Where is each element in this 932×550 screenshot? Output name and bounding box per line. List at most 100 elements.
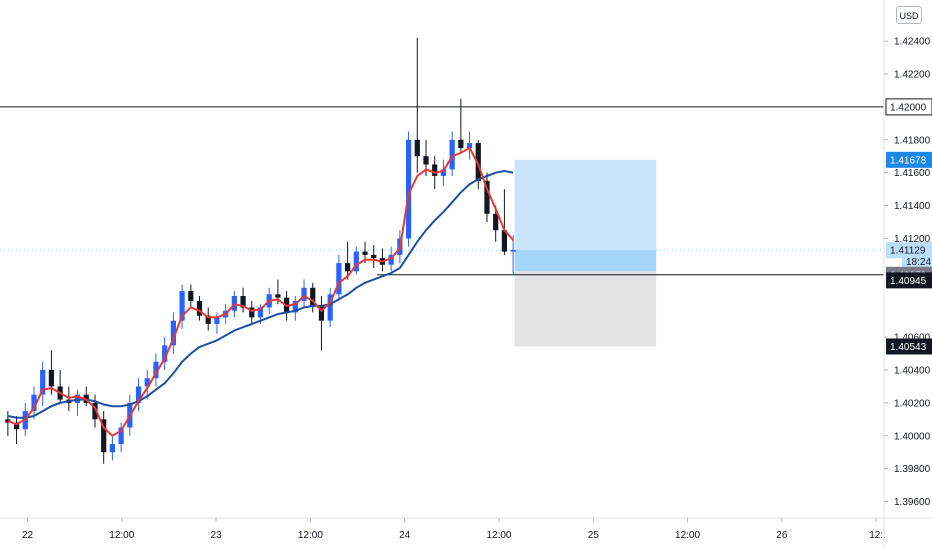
candle <box>484 172 490 222</box>
candle-body <box>275 294 281 298</box>
candle <box>301 279 307 308</box>
candle-body <box>440 169 447 176</box>
candle-body <box>109 444 116 453</box>
candle-body <box>170 320 176 346</box>
price-tag: 1.41678 <box>886 151 932 168</box>
y-tick-label: 1.41800 <box>894 135 931 146</box>
candle <box>318 296 325 351</box>
candle-body <box>484 180 490 214</box>
candle <box>371 245 377 269</box>
currency-selector[interactable]: USD <box>896 6 922 24</box>
candle <box>240 287 246 313</box>
candle-body <box>423 156 429 165</box>
candle-body <box>501 230 508 252</box>
price-tag-label: 1.40945 <box>890 276 927 287</box>
candle <box>170 312 176 354</box>
x-tick-label: 12:00 <box>298 530 323 541</box>
candle <box>57 370 63 403</box>
candle <box>440 159 447 186</box>
candle-body <box>144 378 150 387</box>
position-tool[interactable] <box>514 159 657 347</box>
candle <box>31 386 37 420</box>
price-tag: 1.40945 <box>886 272 932 289</box>
y-tick-label: 1.41400 <box>894 201 931 212</box>
candle-body <box>92 402 98 420</box>
y-tick-label: 1.41200 <box>894 234 931 245</box>
candle-body <box>475 143 481 181</box>
y-tick-label: 1.40000 <box>894 431 931 442</box>
price-tag-box <box>885 98 932 116</box>
candle-body <box>101 419 107 453</box>
candle-body <box>466 143 473 148</box>
candle <box>510 235 516 275</box>
candle <box>292 296 298 321</box>
y-tick-label: 1.42400 <box>894 37 931 48</box>
candle <box>310 282 316 313</box>
loss-zone <box>514 271 657 347</box>
candle <box>249 300 255 324</box>
candle-body <box>5 419 11 423</box>
candle <box>327 287 333 328</box>
candle-body <box>510 249 516 252</box>
candle <box>458 98 464 153</box>
candle-body <box>318 305 325 321</box>
candle-body <box>344 263 351 272</box>
candle <box>344 241 351 280</box>
candle-body <box>135 386 142 403</box>
candle <box>153 353 159 387</box>
entry-zone <box>514 250 657 272</box>
candle-body <box>301 287 307 301</box>
price-tag: 18:24 <box>902 253 932 270</box>
candle <box>188 284 194 308</box>
candle-body <box>205 315 211 324</box>
x-tick-label: 12:00 <box>675 530 700 541</box>
price-tag-label: 18:24 <box>906 257 931 268</box>
candle <box>13 416 20 444</box>
candle-body <box>405 139 412 239</box>
candle-body <box>449 139 455 170</box>
profit-zone <box>514 159 657 251</box>
price-tag-label: 1.41678 <box>890 155 927 166</box>
candle <box>83 386 89 407</box>
candles <box>5 37 516 464</box>
candle <box>449 131 455 176</box>
candle <box>40 361 46 407</box>
candle-body <box>292 300 298 313</box>
price-tag-box <box>886 151 932 168</box>
price-tag-label: 1.40543 <box>890 342 927 353</box>
candle-body <box>188 291 194 301</box>
price-tag-box <box>886 272 932 289</box>
candle-body <box>362 251 368 255</box>
y-tick-label: 1.40600 <box>894 333 931 344</box>
candle-body <box>257 307 264 318</box>
price-tag: 1.40543 <box>886 338 932 355</box>
x-tick-label: 24 <box>399 530 411 541</box>
candle <box>196 296 203 321</box>
candle-body <box>40 370 46 395</box>
candle-body <box>353 251 359 272</box>
candle <box>353 246 359 275</box>
x-tick-label: 26 <box>776 530 788 541</box>
candle <box>109 435 116 461</box>
candle-body <box>196 300 203 316</box>
candle-body <box>388 254 394 265</box>
y-tick-label: 1.40400 <box>894 366 931 377</box>
candle <box>92 394 98 428</box>
y-tick-label: 1.40200 <box>894 398 931 409</box>
candle-body <box>371 254 377 259</box>
candle-body <box>310 287 316 306</box>
y-tick-label: 1.39600 <box>894 497 931 508</box>
candle-body <box>13 422 20 430</box>
candle-body <box>31 394 37 412</box>
price-tag-box <box>886 338 932 355</box>
horizontal-lines[interactable] <box>0 106 884 276</box>
x-tick-label: 12: <box>869 530 883 541</box>
y-tick-label: 1.42200 <box>894 70 931 81</box>
candle <box>101 411 107 464</box>
candle <box>162 337 168 370</box>
candle-body <box>336 263 342 295</box>
x-tick-label: 23 <box>211 530 223 541</box>
candle <box>118 422 124 453</box>
